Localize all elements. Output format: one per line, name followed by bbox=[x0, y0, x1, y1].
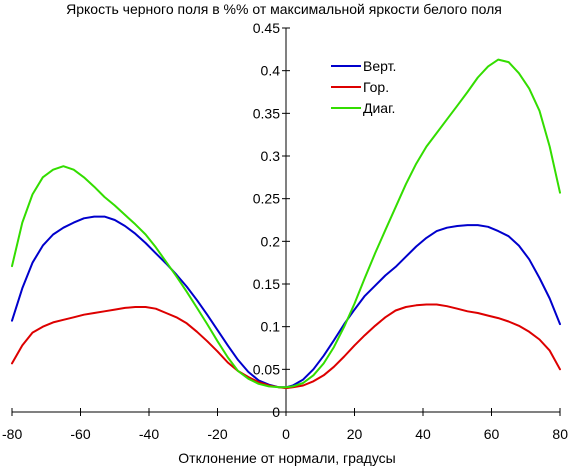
x-tick-label: -20 bbox=[207, 426, 227, 442]
chart-title: Яркость черного поля в %% от максимально… bbox=[66, 1, 502, 17]
y-tick-label: 0.45 bbox=[253, 20, 280, 36]
y-tick-label: 0.3 bbox=[261, 148, 281, 164]
x-tick-label: 60 bbox=[484, 426, 500, 442]
y-tick-label: 0.35 bbox=[253, 105, 280, 121]
legend-label-3: Диаг. bbox=[363, 100, 395, 116]
y-tick-label: 0.2 bbox=[261, 233, 281, 249]
x-tick-label: -80 bbox=[2, 426, 22, 442]
x-axis-label: Отклонение от нормали, градусы bbox=[178, 450, 395, 466]
x-tick-label: 20 bbox=[347, 426, 363, 442]
x-tick-label: 40 bbox=[415, 426, 431, 442]
x-tick-label: -60 bbox=[70, 426, 90, 442]
series-line-3 bbox=[11, 58, 561, 389]
series-group bbox=[11, 58, 561, 390]
legend-label-2: Гор. bbox=[363, 79, 389, 95]
x-tick-label: -40 bbox=[139, 426, 159, 442]
y-axis: 00.050.10.150.20.250.30.350.40.45 bbox=[253, 20, 290, 420]
y-tick-label: 0.15 bbox=[253, 276, 280, 292]
x-axis: -80 -60 -40 -20 0 20 40 60 80 bbox=[2, 408, 568, 442]
y-tick-label: 0.05 bbox=[253, 361, 280, 377]
y-tick-label: 0.4 bbox=[261, 63, 281, 79]
legend: Верт. Гор. Диаг. bbox=[331, 58, 396, 116]
x-tick-label: 80 bbox=[552, 426, 568, 442]
x-tick-label: 0 bbox=[282, 426, 290, 442]
y-tick-label: 0.1 bbox=[261, 319, 281, 335]
y-tick-label: 0.25 bbox=[253, 191, 280, 207]
legend-label-1: Верт. bbox=[363, 58, 396, 74]
